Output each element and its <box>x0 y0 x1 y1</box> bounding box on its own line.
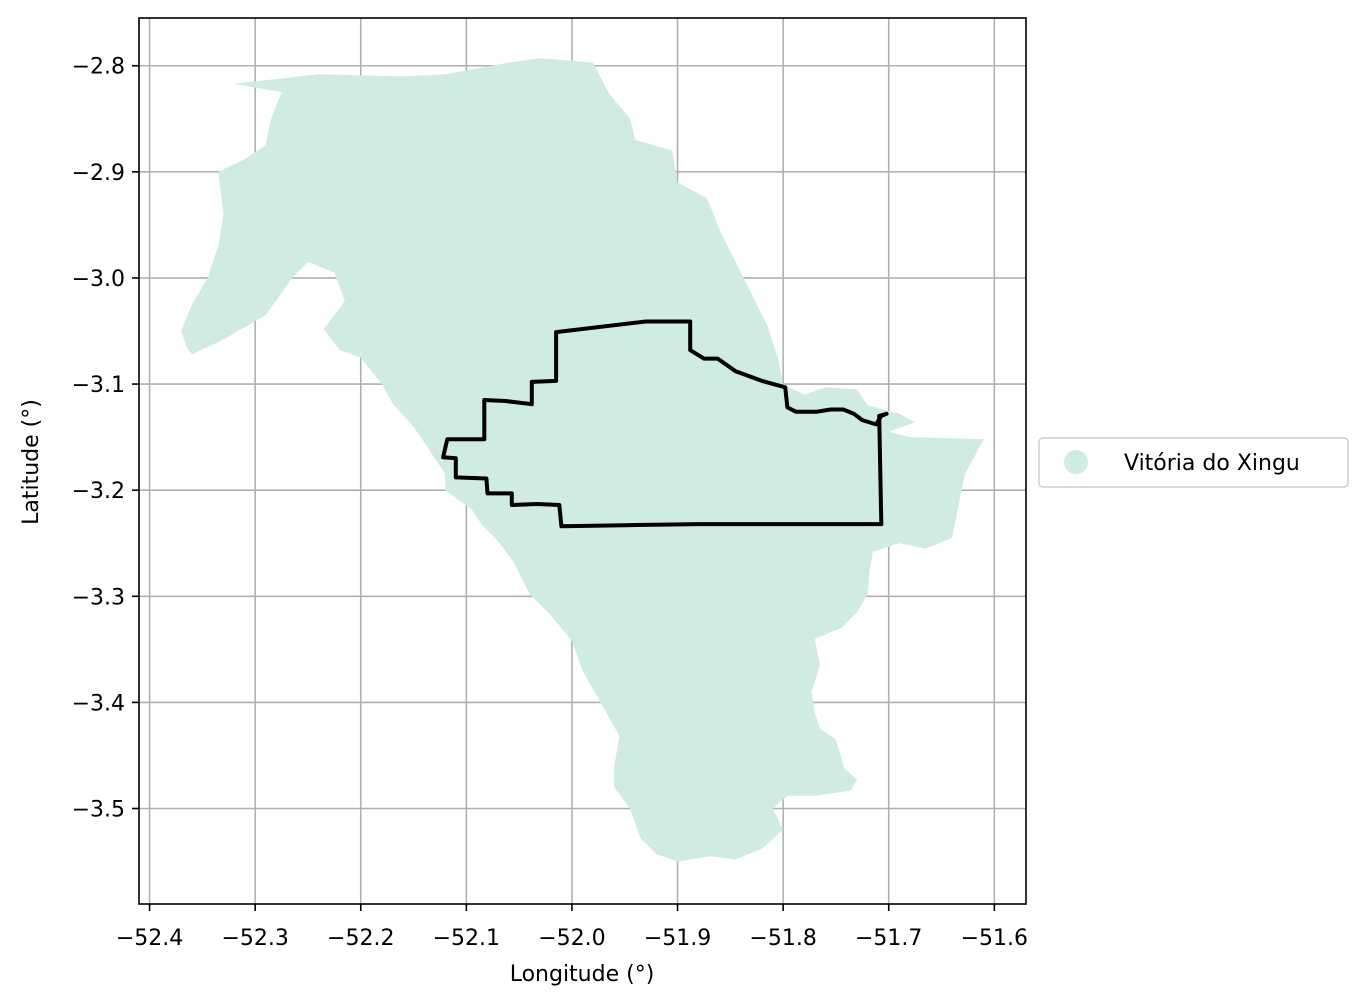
region-vitoria-do-xingu <box>181 58 984 862</box>
x-tick-label: −52.3 <box>221 926 288 951</box>
legend-label: Vitória do Xingu <box>1124 451 1300 476</box>
y-tick-label: −3.0 <box>72 267 125 292</box>
plot-frame <box>138 17 1027 905</box>
boundary-outline <box>441 319 889 529</box>
legend-frame <box>1038 437 1349 488</box>
y-tick-label: −2.9 <box>72 161 125 186</box>
y-tick-label: −3.3 <box>72 585 125 610</box>
y-axis-label: Latitude (°) <box>19 399 44 525</box>
x-tick-label: −52.2 <box>327 926 394 951</box>
y-tick-label: −3.4 <box>72 691 125 716</box>
x-tick-label: −51.7 <box>855 926 922 951</box>
x-axis-label: Longitude (°) <box>510 962 655 987</box>
x-tick-label: −52.1 <box>433 926 500 951</box>
x-tick-label: −51.8 <box>749 926 816 951</box>
x-tick-label: −52.4 <box>116 926 183 951</box>
x-tick-label: −52.0 <box>538 926 605 951</box>
y-tick-label: −3.2 <box>72 479 125 504</box>
y-axis-ticks: −2.8 −2.9 −3.0 −3.1 −3.2 −3.3 −3.4 −3.5 <box>72 55 139 823</box>
y-tick-label: −3.1 <box>72 373 125 398</box>
y-tick-label: −2.8 <box>72 55 125 80</box>
y-tick-label: −3.5 <box>72 798 125 823</box>
x-tick-label: −51.9 <box>644 926 711 951</box>
x-tick-label: −51.6 <box>961 926 1028 951</box>
legend: Vitória do Xingu <box>1038 437 1349 488</box>
legend-marker <box>1064 450 1088 474</box>
x-axis-ticks: −52.4 −52.3 −52.2 −52.1 −52.0 −51.9 −51.8 −51.7… <box>116 904 1028 951</box>
